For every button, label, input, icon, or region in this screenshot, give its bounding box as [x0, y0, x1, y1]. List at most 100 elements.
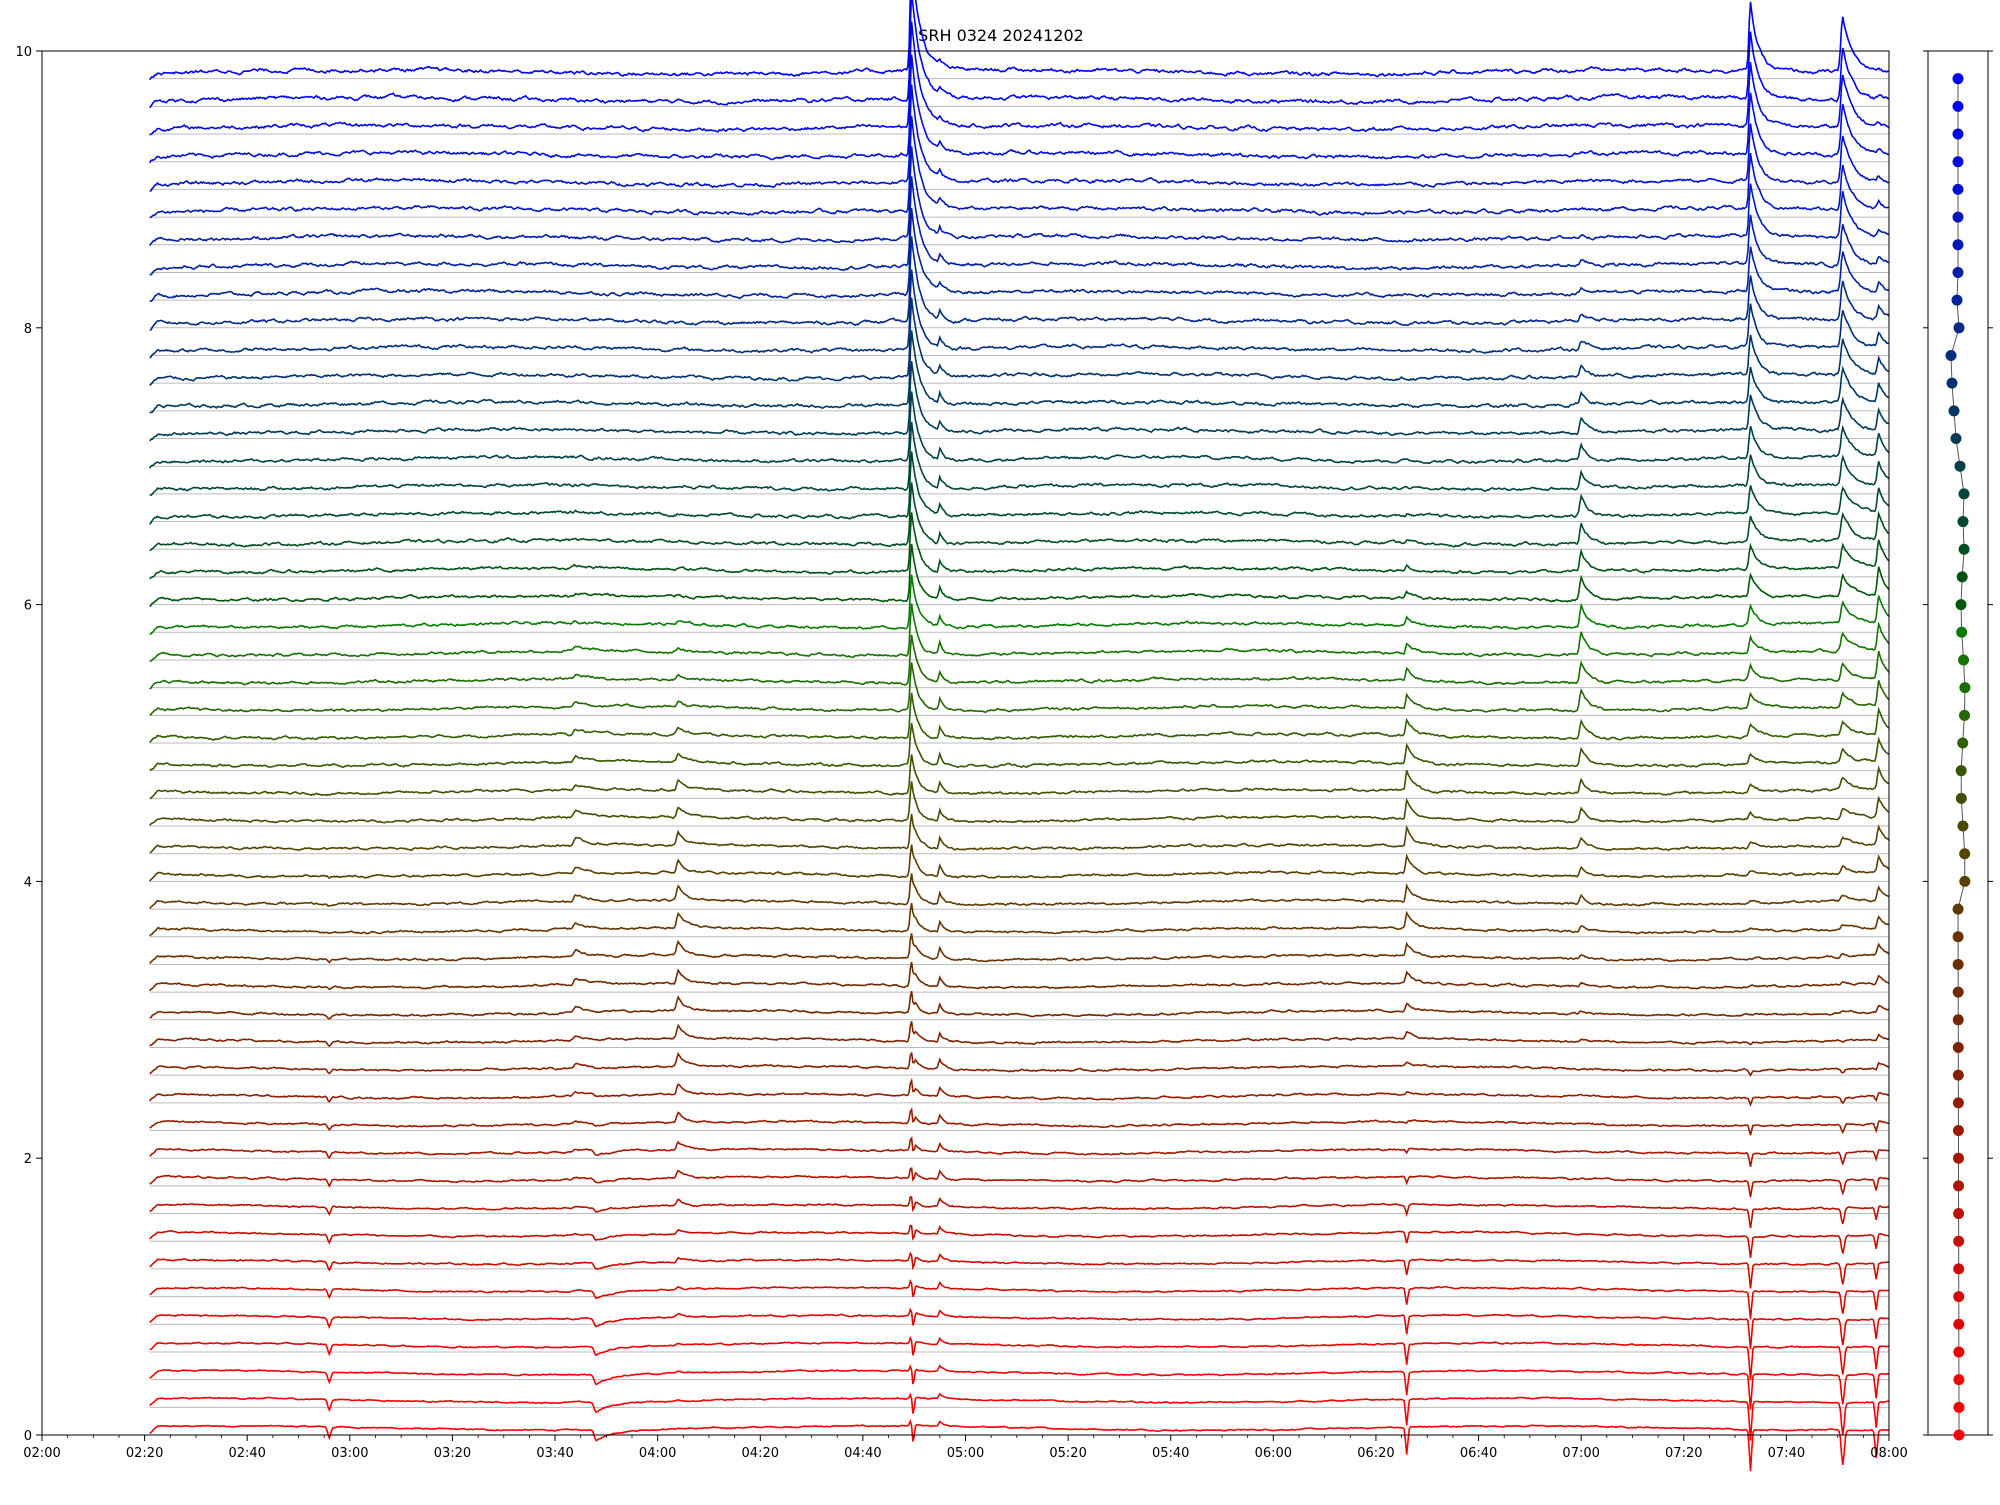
side-panel-point	[1958, 488, 1970, 500]
chart-title: SRH 0324 20241202	[918, 26, 1084, 45]
series-line	[149, 269, 1890, 359]
side-panel-point	[1958, 543, 1970, 555]
side-panel-line	[1950, 78, 1966, 1435]
side-panel-point	[1953, 1429, 1965, 1441]
series-line	[149, 176, 1889, 276]
series-line	[149, 873, 1890, 910]
side-panel-point	[1952, 1041, 1964, 1053]
x-tick-label: 04:20	[742, 1446, 779, 1461]
side-panel-point	[1948, 405, 1960, 417]
y-axis-ticks: 0 2 4 6 8 10	[15, 45, 1993, 1444]
side-panel-point	[1959, 682, 1971, 694]
series-line	[149, 84, 1890, 193]
side-panel-point	[1953, 1263, 1965, 1275]
side-panel-point	[1952, 986, 1964, 998]
series-line	[149, 21, 1890, 136]
series-line	[149, 722, 1890, 772]
series-line	[149, 0, 1890, 81]
side-panel-point	[1953, 1291, 1965, 1303]
series-line	[149, 634, 1890, 690]
side-panel-point	[1956, 626, 1968, 638]
side-panel-point	[1953, 1401, 1965, 1413]
side-panel-point	[1953, 1180, 1965, 1192]
series-line	[149, 1136, 1890, 1167]
side-panel-points	[1945, 73, 1971, 1441]
side-panel-point	[1952, 156, 1964, 168]
side-panel-point	[1953, 1235, 1965, 1247]
side-panel-point	[1959, 709, 1971, 721]
series-line	[149, 933, 1890, 964]
y-tick-label: 10	[15, 45, 32, 60]
series-line	[149, 1077, 1890, 1108]
side-panel-point	[1952, 239, 1964, 251]
side-panel-point	[1959, 875, 1971, 887]
side-panel-point	[1952, 128, 1964, 140]
series-line	[149, 902, 1890, 937]
series-line	[149, 991, 1890, 1020]
series-line	[149, 662, 1890, 716]
x-tick-label: 04:00	[639, 1446, 676, 1461]
side-panel	[1927, 50, 1989, 1441]
series-line	[149, 1224, 1890, 1258]
x-tick-label: 04:40	[844, 1446, 881, 1461]
y-tick-label: 4	[24, 875, 32, 890]
side-panel-point	[1953, 1208, 1965, 1220]
x-tick-label: 02:40	[228, 1446, 265, 1461]
series-line	[149, 1418, 1890, 1472]
series-line	[149, 781, 1890, 826]
side-panel-point	[1953, 322, 1965, 334]
side-panel-point	[1952, 1125, 1964, 1137]
y-tick-label: 0	[24, 1429, 32, 1444]
series-line	[149, 330, 1890, 414]
series-line	[149, 0, 1890, 109]
side-panel-point	[1957, 737, 1969, 749]
series-line	[149, 146, 1890, 247]
series-line	[149, 1335, 1890, 1380]
side-panel-point	[1956, 571, 1968, 583]
x-tick-label: 03:00	[331, 1446, 368, 1461]
series-line	[149, 574, 1890, 635]
side-panel-point	[1945, 349, 1957, 361]
side-panel-point	[1952, 903, 1964, 915]
series-line	[149, 208, 1890, 303]
series-line	[149, 1279, 1889, 1320]
x-tick-label: 07:00	[1562, 1446, 1599, 1461]
side-panel-point	[1952, 100, 1964, 112]
series-line	[149, 391, 1890, 469]
x-tick-label: 07:20	[1665, 1446, 1702, 1461]
series-line	[149, 543, 1890, 608]
side-panel-point	[1954, 460, 1966, 472]
side-panel-point	[1952, 266, 1964, 278]
series-line	[149, 1307, 1890, 1349]
series-line	[149, 1167, 1889, 1198]
side-panel-point	[1952, 211, 1964, 223]
side-panel-point	[1952, 1014, 1964, 1026]
series-line	[149, 115, 1890, 219]
baselines-group	[149, 78, 1889, 1436]
side-panel-point	[1958, 654, 1970, 666]
side-panel-point	[1955, 792, 1967, 804]
series-line	[149, 1251, 1890, 1289]
side-panel-point	[1953, 1318, 1965, 1330]
side-panel-point	[1955, 765, 1967, 777]
series-line	[149, 1392, 1890, 1441]
series-line	[149, 844, 1890, 882]
side-panel-point	[1952, 183, 1964, 195]
series-line	[149, 451, 1890, 525]
series-line	[149, 1051, 1890, 1077]
y-tick-label: 2	[24, 1152, 32, 1167]
series-line	[149, 236, 1890, 331]
x-tick-label: 02:00	[23, 1446, 60, 1461]
x-tick-label: 03:40	[536, 1446, 573, 1461]
x-tick-label: 05:40	[1152, 1446, 1189, 1461]
x-tick-label: 03:20	[434, 1446, 471, 1461]
side-panel-point	[1952, 73, 1964, 85]
side-panel-point	[1952, 1097, 1964, 1109]
x-tick-label: 08:00	[1870, 1446, 1907, 1461]
side-panel-point	[1952, 958, 1964, 970]
side-panel-point	[1952, 931, 1964, 943]
x-tick-label: 02:20	[126, 1446, 163, 1461]
series-line	[149, 1195, 1890, 1229]
x-tick-label: 05:20	[1049, 1446, 1086, 1461]
